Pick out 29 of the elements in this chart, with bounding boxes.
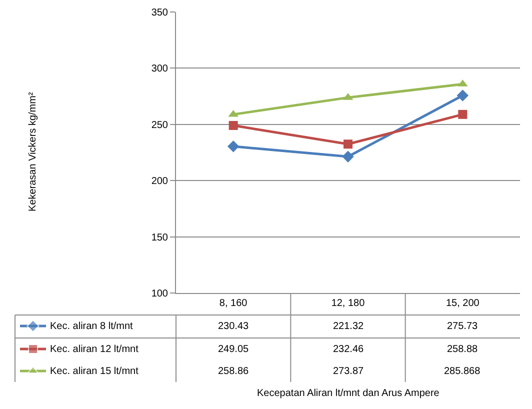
- text: Kecepatan Aliran lt/mnt dan Arus Ampere: [257, 388, 440, 399]
- data-label: 275.73: [447, 321, 478, 332]
- legend-label: Kec. aliran 12 lt/mnt: [50, 344, 139, 355]
- y-tick-label: 350: [151, 8, 168, 18]
- data-label: 221.32: [333, 321, 364, 332]
- data-label: 232.46: [333, 344, 364, 355]
- legend-label: Kec. aliran 15 lt/mnt: [50, 366, 139, 377]
- x-tick-label: 15, 200: [446, 298, 480, 309]
- point: [227, 140, 240, 152]
- legend-label: Kec. aliran 8 lt/mnt: [50, 321, 134, 332]
- data-label: 273.87: [333, 366, 364, 377]
- text: Kekerasan Vickers kg/mm²: [28, 92, 38, 212]
- data-label: 258.88: [447, 344, 478, 355]
- point: [458, 110, 468, 119]
- point: [344, 140, 352, 149]
- y-tick-label: 250: [151, 120, 168, 131]
- point: [456, 90, 469, 102]
- data-label: 285.868: [444, 366, 481, 377]
- x-tick-label: 12, 180: [331, 298, 366, 309]
- point: [228, 120, 238, 130]
- y-tick-label: 200: [151, 176, 168, 188]
- x-tick-label: 8, 160: [219, 298, 248, 309]
- data-label: 230.43: [218, 321, 250, 332]
- y-tick-label: 150: [151, 232, 168, 244]
- data-label: 258.86: [218, 366, 250, 377]
- point: [342, 150, 354, 162]
- y-tick-label: 300: [151, 64, 168, 75]
- y-tick-label: 100: [151, 288, 168, 300]
- data-label: 249.05: [218, 344, 250, 355]
